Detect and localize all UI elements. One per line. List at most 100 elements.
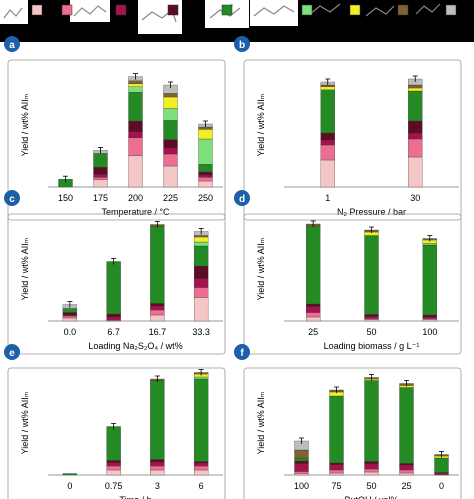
bar-segment-s2: [294, 471, 309, 474]
bar-segment-s2: [163, 153, 178, 167]
bar-segment-s2: [193, 287, 209, 298]
bar-segment-s4: [150, 459, 165, 463]
panel-label-badge: [4, 36, 20, 52]
bar-segment-s5: [364, 380, 379, 462]
panel-a: a Yield / wt% AIIₘ Temperature / °C 150 175 2…: [4, 36, 226, 221]
bar-segment-s1: [364, 319, 379, 322]
panel-frame: [243, 59, 462, 221]
bar-segment-s4: [62, 312, 78, 316]
bar-segment-s5: [193, 245, 209, 267]
bar-segment-s4: [329, 462, 344, 465]
bar-segment-s2: [198, 177, 213, 182]
bar-segment-s2: [364, 468, 379, 473]
panel-b: b Yield / wt% AIIₘ N₂ Pressure / bar 1 30: [234, 36, 462, 221]
bar-segment-s4: [193, 461, 209, 464]
panel-label-text: b: [239, 40, 245, 51]
bar-segment-s5: [62, 473, 78, 476]
bar-segment-s3: [422, 316, 437, 319]
bar-segment-s5: [320, 89, 335, 134]
legend-swatch-s6: [301, 4, 313, 16]
bar-segment-s8: [163, 93, 178, 98]
bar-segment-s5: [150, 225, 165, 304]
bar-segment-s6: [422, 243, 437, 246]
x-tick-label: 6: [199, 481, 204, 491]
molecule-structure-icon: [253, 5, 295, 17]
bar-segment-s3: [294, 463, 309, 472]
bar-segment-s1: [408, 156, 423, 188]
bar-segment-s3: [106, 316, 121, 321]
panel-label-text: f: [240, 348, 244, 359]
bar-segment-s2: [128, 137, 143, 156]
panel-frame: [243, 213, 462, 355]
panel-f: f Yield / wt% AIIₘ ButOH / vol% 100 75 50 25 0: [234, 344, 462, 499]
panel-label-badge: [4, 344, 20, 360]
bar-segment-s2: [320, 144, 335, 161]
bar-segment-s1: [329, 472, 344, 476]
bar-segment-s1: [399, 472, 414, 476]
bar-segment-s4: [422, 314, 437, 318]
bar-segment-s3: [399, 464, 414, 471]
legend-swatch-s5: [221, 4, 233, 16]
bar-segment-s3: [150, 305, 165, 311]
bar-segment-s2: [150, 309, 165, 316]
x-tick-label: 200: [128, 193, 143, 203]
panel-label-badge: [234, 36, 250, 52]
bar-segment-s3: [329, 464, 344, 471]
x-tick-label: 3: [155, 481, 160, 491]
bar-segment-s7: [198, 129, 213, 140]
bar-segment-s4: [408, 120, 423, 134]
bar-segment-s4: [198, 171, 213, 176]
panel-frame: [243, 367, 462, 499]
bar-segment-s5: [150, 380, 165, 460]
panel-label-badge: [234, 190, 250, 206]
bar-segment-s7: [163, 96, 178, 109]
bar-segment-s2: [93, 177, 108, 180]
x-tick-label: 25: [401, 481, 411, 491]
bar-segment-s3: [364, 463, 379, 470]
molecule-structure-icon: [365, 5, 395, 17]
y-axis-label: Yield / wt% AIIₘ: [256, 93, 266, 156]
x-axis-label: Loading biomass / g L⁻¹: [324, 341, 420, 351]
bar-segment-s5: [364, 235, 379, 315]
x-tick-label: 75: [331, 481, 341, 491]
x-axis-label: N₂ Pressure / bar: [337, 207, 406, 217]
bar-segment-s1: [294, 473, 309, 476]
bar-segment-s8: [198, 126, 213, 130]
bar-segment-s3: [408, 132, 423, 140]
bar-segment-s4: [294, 460, 309, 464]
bar-segment-s1: [320, 159, 335, 188]
bar-segment-s4: [320, 132, 335, 141]
x-tick-label: 0.0: [64, 327, 77, 337]
x-axis-label: Loading Na₂S₂O₄ / wt%: [88, 341, 182, 351]
y-axis-label: Yield / wt% AIIₘ: [20, 237, 30, 300]
panel-label-badge: [234, 344, 250, 360]
structure-image-box: [70, 0, 110, 22]
molecule-structure-icon: [73, 5, 107, 17]
bar-segment-s1: [306, 316, 321, 322]
bar-segment-s5: [62, 308, 78, 313]
bar-segment-s2: [62, 315, 78, 319]
bar-segment-s1: [198, 180, 213, 188]
x-tick-label: 0: [439, 481, 444, 491]
bar-segment-s2: [399, 469, 414, 474]
legend-bar: [0, 0, 474, 42]
bar-segment-s4: [106, 460, 121, 463]
bar-segment-s5: [329, 395, 344, 464]
x-tick-label: 100: [294, 481, 309, 491]
bar-segment-s1: [106, 469, 121, 476]
bar-segment-s4: [128, 120, 143, 132]
legend-swatch-s1: [31, 4, 43, 16]
molecule-structure-icon: [415, 3, 441, 15]
bar-segment-s1: [93, 179, 108, 188]
x-tick-label: 1: [325, 193, 330, 203]
bar-segment-s5: [106, 426, 121, 461]
bar-segment-s2: [329, 469, 344, 474]
y-axis-label: Yield / wt% AIIₘ: [256, 237, 266, 300]
bar-segment-s2: [193, 465, 209, 471]
x-tick-label: 225: [163, 193, 178, 203]
bar-segment-s4: [163, 139, 178, 149]
bar-segment-s5: [163, 120, 178, 140]
bar-segment-s5: [193, 378, 209, 462]
bar-segment-s1: [163, 165, 178, 188]
